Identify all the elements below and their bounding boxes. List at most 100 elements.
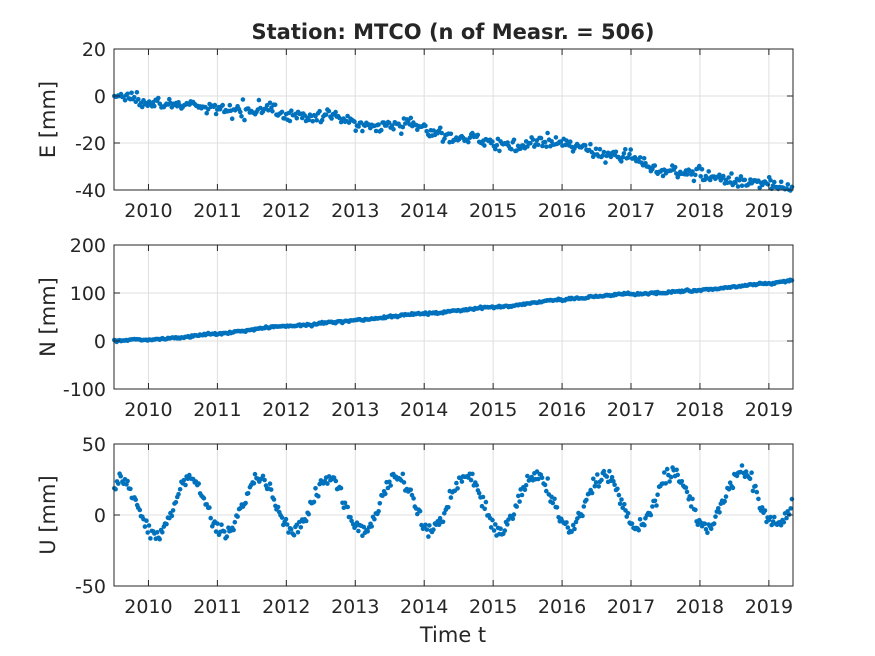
data-point (698, 174, 703, 179)
data-point (181, 477, 187, 483)
data-point (303, 518, 309, 524)
data-point (314, 118, 320, 123)
up-y-axis-label: U [mm] (36, 475, 60, 554)
x-tick-label: 2019 (745, 596, 793, 618)
y-tick-label: 20 (82, 39, 106, 61)
data-point (365, 529, 371, 534)
data-point (652, 163, 658, 168)
data-point (388, 483, 394, 488)
data-point (346, 120, 352, 125)
x-tick-label: 2016 (538, 596, 586, 618)
data-point (616, 492, 622, 498)
data-point (502, 528, 508, 533)
data-point (423, 123, 428, 129)
y-tick-label: 0 (94, 505, 106, 527)
data-point (717, 172, 722, 178)
data-point (295, 530, 301, 535)
data-point (568, 139, 573, 144)
data-point (272, 102, 278, 108)
data-point (688, 504, 694, 509)
data-point (706, 169, 711, 174)
data-point (789, 184, 795, 190)
y-tick-label: -50 (75, 576, 106, 598)
data-point (239, 114, 244, 119)
data-point (232, 519, 238, 525)
data-point (219, 522, 224, 527)
data-point (542, 482, 548, 488)
data-point (215, 521, 220, 526)
data-point (726, 487, 732, 492)
y-tick-label: 200 (70, 235, 106, 257)
data-point (608, 154, 614, 160)
data-point (333, 478, 339, 484)
data-point (468, 477, 474, 483)
x-tick-label: 2010 (124, 200, 172, 222)
data-point (372, 516, 377, 522)
data-point (615, 486, 620, 492)
data-point (286, 530, 291, 535)
data-point (660, 173, 666, 179)
data-point (170, 508, 176, 513)
data-point (642, 522, 647, 528)
data-point (125, 478, 130, 484)
x-tick-label: 2018 (676, 399, 724, 421)
data-point (220, 102, 225, 108)
data-point (156, 95, 161, 101)
data-point (424, 527, 430, 532)
data-point (424, 128, 430, 134)
data-point (389, 123, 395, 128)
data-point (580, 513, 585, 519)
data-point (663, 481, 668, 486)
data-point (329, 116, 334, 121)
data-point (131, 94, 137, 100)
data-point (754, 489, 760, 495)
data-point (167, 96, 172, 102)
data-point (550, 500, 556, 506)
data-point (599, 477, 604, 483)
data-point (475, 132, 481, 138)
x-tick-label: 2017 (607, 200, 655, 222)
data-point (699, 167, 705, 172)
x-tick-label: 2014 (400, 200, 448, 222)
data-point (482, 143, 487, 148)
data-point (459, 479, 465, 484)
data-point (733, 180, 738, 185)
data-point (446, 505, 451, 510)
data-point (207, 505, 212, 510)
data-point (603, 160, 608, 165)
data-point (778, 179, 784, 185)
data-point (291, 532, 297, 538)
data-point (573, 519, 579, 525)
data-point (517, 499, 522, 504)
data-point (212, 102, 218, 108)
data-point (523, 483, 529, 488)
data-point (781, 519, 787, 525)
data-point (275, 504, 281, 510)
x-tick-label: 2012 (262, 399, 310, 421)
data-point (361, 524, 367, 530)
data-point (438, 125, 443, 131)
data-point (442, 136, 447, 141)
data-point (310, 118, 316, 124)
data-point (440, 519, 446, 525)
data-point (690, 169, 695, 174)
data-point (539, 475, 545, 481)
data-point (271, 497, 277, 502)
data-point (411, 496, 416, 501)
data-point (693, 172, 698, 178)
data-point (245, 491, 251, 496)
data-point (279, 109, 285, 115)
data-point (544, 488, 549, 494)
data-point (224, 534, 230, 539)
x-tick-label: 2013 (331, 596, 379, 618)
data-point (674, 467, 679, 473)
data-point (739, 463, 745, 468)
data-point (183, 482, 188, 488)
data-point (483, 499, 489, 505)
data-point (784, 515, 789, 521)
data-point (528, 141, 533, 146)
up-tick-labels: 2010 2011 2012 2013 2014 2015 2016 2017 2018 2019… (75, 434, 793, 618)
data-point (617, 501, 623, 507)
data-point (136, 97, 141, 102)
